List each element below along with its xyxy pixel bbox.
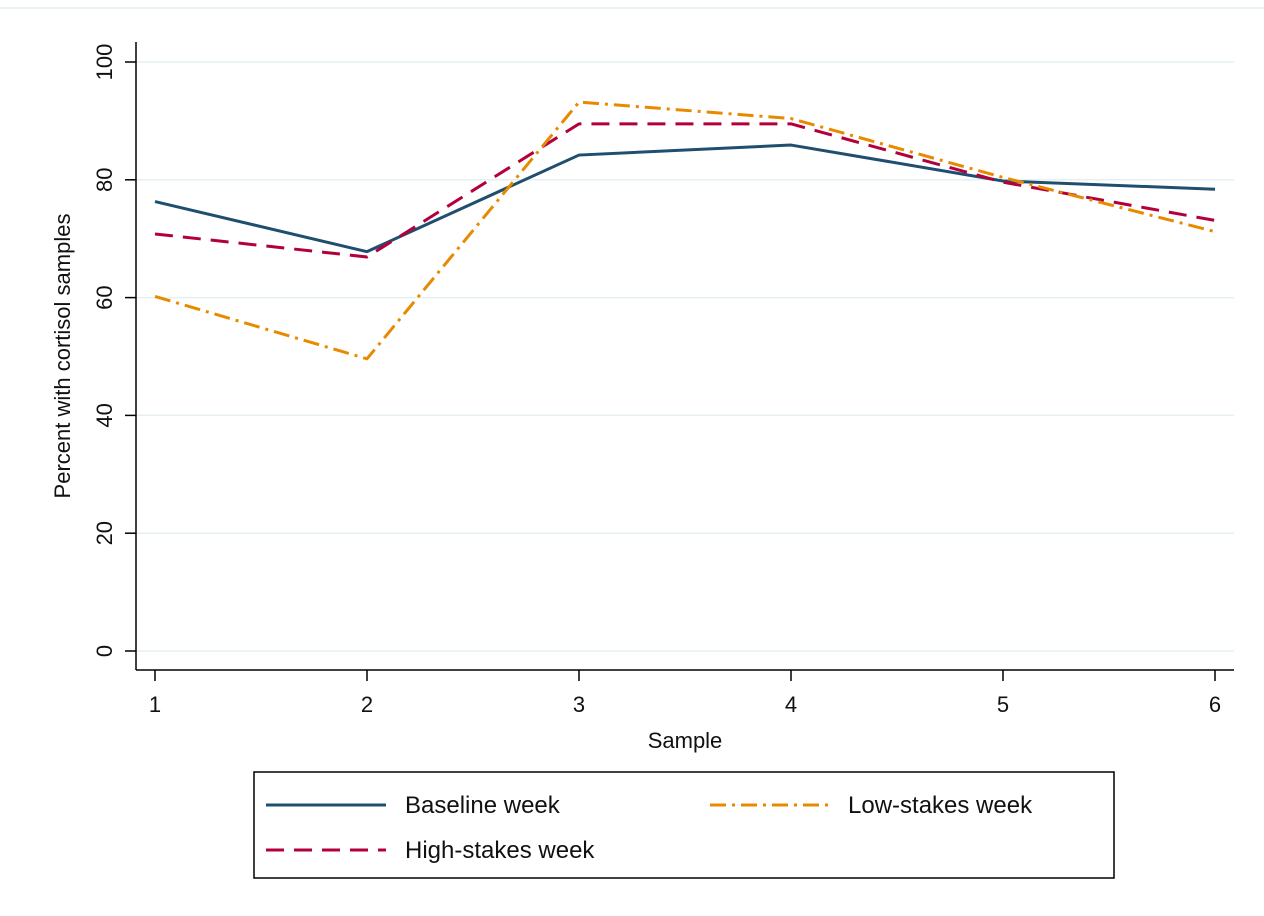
x-tick-label: 6 [1209,692,1221,717]
y-tick-label: 100 [92,44,117,81]
y-tick-label: 80 [92,168,117,192]
axes [125,42,1234,681]
legend-box [253,771,1115,879]
x-tick-label: 1 [149,692,161,717]
y-tick-label: 20 [92,521,117,545]
y-tick-label: 0 [92,645,117,657]
y-tick-label: 40 [92,403,117,427]
x-tick-label: 4 [785,692,797,717]
y-axis-title: Percent with cortisol samples [50,214,75,499]
series-line-2 [154,100,1216,361]
legend-label-2: Low-stakes week [848,792,1033,819]
series-line-0 [154,143,1216,254]
grid-lines [136,61,1234,652]
legend-label-0: Baseline week [405,792,561,819]
series-line-1 [154,122,1216,259]
series-lines [154,100,1216,361]
y-tick-label: 60 [92,285,117,309]
x-tick-label: 3 [573,692,585,717]
x-tick-label: 5 [997,692,1009,717]
legend: Baseline week High-stakes week Low-stakes … [253,771,1115,879]
legend-label-1: High-stakes week [405,837,595,864]
tick-labels: 0 20 40 60 80 100 1 2 3 4 5 6 [92,44,1221,717]
x-tick-label: 2 [361,692,373,717]
x-axis-title: Sample [648,728,723,753]
